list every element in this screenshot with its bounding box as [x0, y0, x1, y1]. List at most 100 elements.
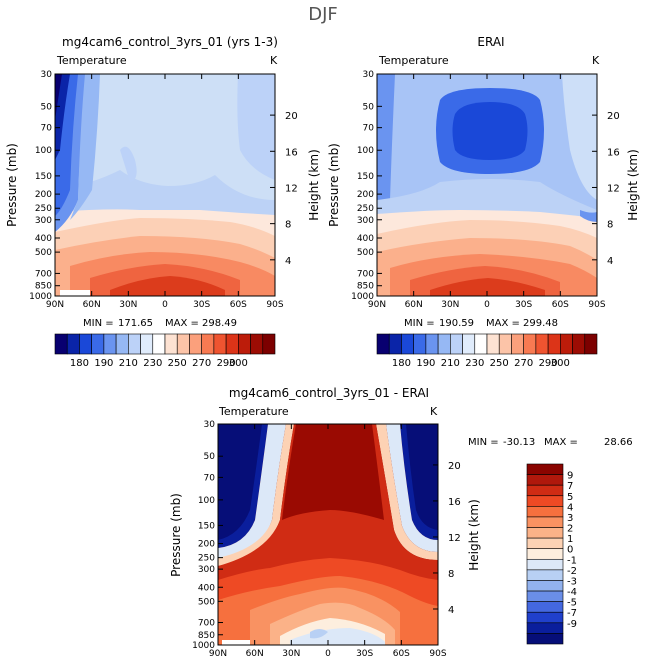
x-tick-label: 90N [46, 300, 64, 310]
min-label: MIN = [468, 437, 499, 448]
colorbar-label: 9 [567, 471, 573, 482]
y-tick-label-right: 20 [607, 111, 620, 122]
colorbar-label: 230 [465, 358, 484, 369]
y-tick-label-right: 16 [448, 497, 461, 508]
y-axis-label-right: Height (km) [467, 499, 481, 570]
panel-variable-label: Temperature [56, 54, 127, 67]
max-value: 28.66 [604, 437, 633, 448]
y-tick-label: 1000 [351, 292, 374, 302]
x-tick-label: 0 [162, 300, 168, 310]
colorbar-label: 5 [567, 492, 573, 503]
colorbar-swatch [526, 558, 564, 571]
y-tick-label: 500 [357, 248, 374, 258]
x-tick-label: 60N [246, 649, 264, 659]
panel-variable-label: Temperature [378, 54, 449, 67]
x-tick-label: 90S [266, 300, 283, 310]
max-value: 298.49 [202, 318, 237, 329]
y-tick-label: 150 [357, 172, 374, 182]
colorbar-swatch [526, 527, 564, 539]
panel-title: mg4cam6_control_3yrs_01 (yrs 1-3) [62, 35, 278, 49]
x-tick-label: 90N [368, 300, 386, 310]
y-tick-label: 1000 [192, 641, 215, 651]
colorbar-label: 190 [416, 358, 435, 369]
y-axis-label-right: Height (km) [307, 149, 321, 220]
y-tick-label: 300 [35, 216, 52, 226]
y-tick-label: 50 [204, 452, 216, 462]
y-axis-label: Pressure (mb) [5, 143, 19, 227]
x-tick-label: 30S [193, 300, 210, 310]
panel-units-label: K [270, 54, 278, 67]
contour-field [55, 74, 275, 296]
y-axis-label: Pressure (mb) [169, 493, 183, 577]
y-tick-label-right: 4 [448, 605, 454, 616]
colorbar-swatch [91, 333, 105, 355]
y-tick-label: 250 [35, 204, 52, 214]
colorbar-swatch [523, 333, 537, 355]
colorbar-swatch [413, 333, 427, 355]
colorbar-swatch [238, 333, 251, 355]
y-tick-label-right: 16 [607, 147, 620, 158]
colorbar-swatch [498, 333, 512, 355]
x-tick-label: 60S [552, 300, 569, 310]
y-tick-label: 500 [35, 248, 52, 258]
colorbar-swatch [526, 474, 564, 486]
colorbar-swatch [103, 333, 117, 355]
y-tick-label: 300 [357, 216, 374, 226]
y-tick-label: 200 [357, 190, 374, 200]
colorbar-swatch [526, 590, 564, 602]
panel-variable-label: Temperature [218, 405, 289, 418]
x-tick-label: 30N [441, 300, 459, 310]
colorbar-label: 180 [70, 358, 89, 369]
y-tick-label: 50 [41, 102, 53, 112]
colorbar-swatch [213, 333, 227, 355]
y-tick-label-right: 12 [607, 183, 620, 194]
y-tick-label: 400 [198, 583, 215, 593]
colorbar-swatch [526, 516, 564, 528]
colorbar-label: 270 [514, 358, 533, 369]
y-tick-label-right: 8 [285, 220, 291, 231]
colorbar-label: 180 [392, 358, 411, 369]
colorbar-swatch [526, 463, 564, 475]
x-tick-label: 90S [588, 300, 605, 310]
colorbar-swatch [526, 569, 564, 581]
colorbar-swatch [486, 333, 500, 355]
y-tick-label: 100 [198, 496, 215, 506]
colorbar-swatch [425, 333, 439, 355]
colorbar-swatch [474, 333, 488, 355]
colorbar-label: 250 [490, 358, 509, 369]
colorbar-swatch [66, 333, 80, 355]
y-ticks-right: 20 16 12 8 4 [592, 111, 620, 267]
colorbar-label: 300 [551, 358, 570, 369]
min-value: -30.13 [503, 437, 535, 448]
colorbar-swatch [437, 333, 451, 355]
panel-erai: ERAI Temperature K 305070100150200250300… [327, 35, 640, 329]
y-tick-label: 70 [204, 473, 216, 483]
colorbar-swatch [225, 333, 239, 355]
y-tick-label: 30 [363, 70, 375, 80]
x-tick-label: 90N [209, 649, 227, 659]
colorbar-swatch [560, 333, 573, 355]
colorbar-swatch [164, 333, 178, 355]
colorbar-label: -4 [567, 587, 577, 598]
colorbar-label: 190 [94, 358, 113, 369]
y-tick-label: 200 [198, 540, 215, 550]
y-tick-label: 70 [363, 124, 375, 134]
x-tick-label: 30N [282, 649, 300, 659]
y-tick-label: 50 [363, 102, 375, 112]
colorbar-swatch [547, 333, 561, 355]
colorbar-label: 300 [229, 358, 248, 369]
colorbar-swatch [201, 333, 215, 355]
max-label: MAX = [486, 318, 520, 329]
colorbar-swatch [526, 484, 564, 497]
colorbar-swatch [526, 601, 564, 613]
y-tick-label: 200 [35, 190, 52, 200]
colorbar-swatch [526, 548, 564, 560]
colorbar-swatch [54, 333, 68, 355]
y-tick-label-right: 8 [607, 220, 613, 231]
min-label: MIN = [83, 318, 114, 329]
colorbar-label: 4 [567, 502, 573, 513]
x-tick-label: 90S [429, 649, 446, 659]
